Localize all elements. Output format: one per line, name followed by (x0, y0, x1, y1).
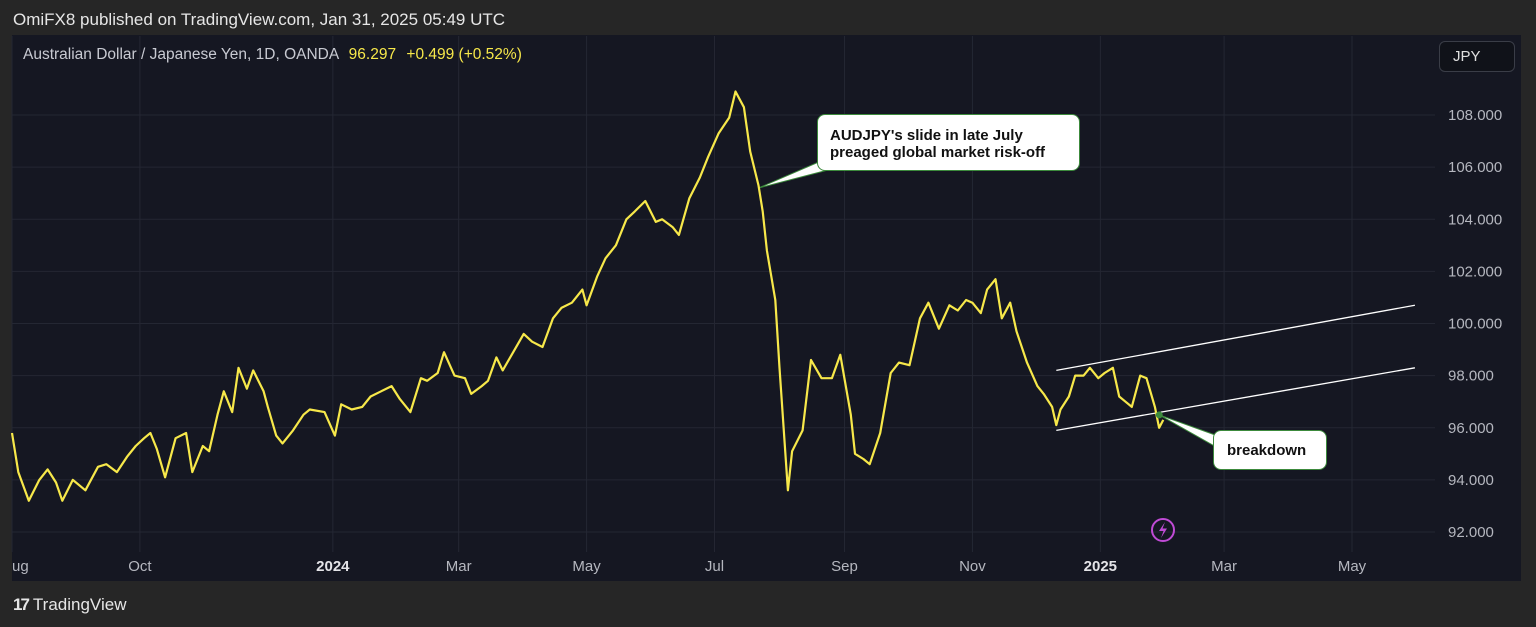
lightning-icon[interactable] (1151, 518, 1175, 542)
y-tick-label: 94.000 (1448, 472, 1494, 489)
x-tick-label: May (1338, 558, 1367, 575)
callout-risk-off-line1: AUDJPY's slide in late July (830, 127, 1023, 144)
currency-button[interactable]: JPY (1439, 41, 1515, 72)
x-tick-label: Nov (959, 558, 986, 575)
x-tick-label: 2025 (1084, 558, 1117, 575)
callout-risk-off: AUDJPY's slide in late July preaged glob… (817, 114, 1080, 171)
price-change: +0.499 (+0.52%) (406, 46, 522, 63)
y-tick-label: 98.000 (1448, 368, 1494, 385)
callout-pointers (758, 157, 1219, 449)
tradingview-mark-icon: 17 (13, 595, 30, 614)
tradingview-logo[interactable]: 17 TradingView (13, 595, 126, 615)
y-tick-label: 106.000 (1448, 159, 1502, 176)
y-tick-label: 100.000 (1448, 316, 1502, 333)
y-tick-label: 96.000 (1448, 420, 1494, 437)
chart-panel[interactable] (12, 35, 1521, 581)
tradingview-brand: TradingView (32, 595, 127, 614)
x-tick-label: ug (12, 558, 29, 575)
grid-lines (11, 36, 1435, 552)
y-tick-label: 102.000 (1448, 263, 1502, 280)
y-tick-label: 104.000 (1448, 211, 1502, 228)
x-tick-label: Jul (705, 558, 724, 575)
last-price: 96.297 (348, 46, 397, 63)
x-tick-label: May (572, 558, 601, 575)
x-axis-ticks: ug Oct 2024 Mar May Jul Sep Nov 2025 Mar May (12, 558, 1367, 575)
y-tick-label: 92.000 (1448, 524, 1494, 541)
callout-breakdown: breakdown (1213, 430, 1327, 470)
y-axis-ticks: 92.000 94.000 96.000 98.000 100.000 102.000 10… (1448, 107, 1502, 541)
y-tick-label: 108.000 (1448, 107, 1502, 124)
breakdown-point (1155, 411, 1163, 419)
callout-risk-off-line2: preaged global market risk-off (830, 144, 1046, 161)
x-tick-label: Mar (446, 558, 472, 575)
x-tick-label: Sep (831, 558, 858, 575)
channel-line-upper (1056, 304, 1416, 372)
x-tick-label: Oct (128, 558, 152, 575)
channel-line-lower (1056, 367, 1416, 431)
channel-lines (1056, 304, 1416, 431)
x-tick-label: Mar (1211, 558, 1237, 575)
symbol-name: Australian Dollar / Japanese Yen, 1D, OA… (23, 46, 339, 63)
x-tick-label: 2024 (316, 558, 350, 575)
publish-info: OmiFX8 published on TradingView.com, Jan… (13, 10, 506, 29)
symbol-legend: Australian Dollar / Japanese Yen, 1D, OA… (23, 46, 522, 64)
callout-breakdown-text: breakdown (1227, 442, 1307, 459)
callout-breakdown-pointer (1159, 414, 1219, 449)
price-line (10, 90, 1165, 502)
